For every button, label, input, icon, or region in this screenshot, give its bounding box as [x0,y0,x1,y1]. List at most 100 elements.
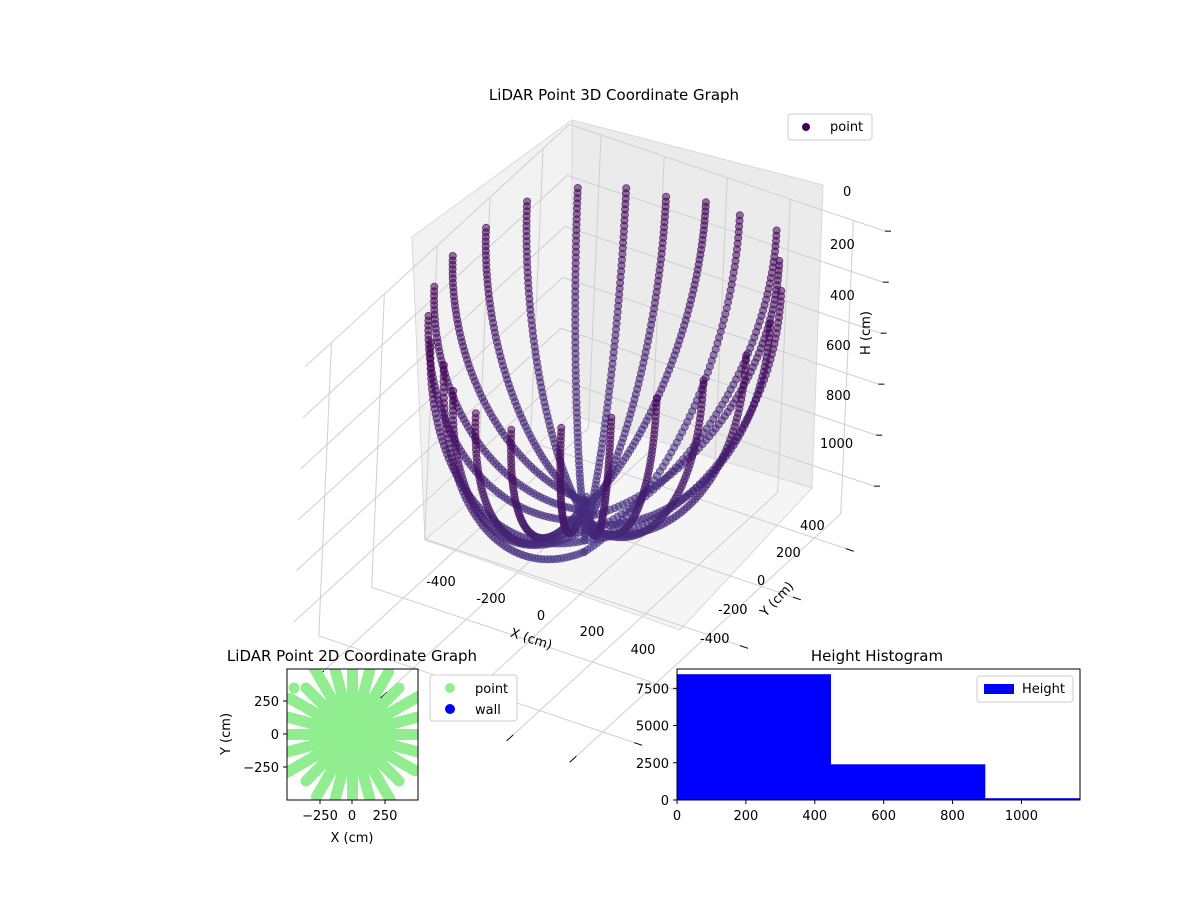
y-tick-label: 7500 [636,682,669,697]
x-tick-label: -200 [476,592,506,607]
x-axis-3d-label: X (cm) [508,626,554,654]
x-tick-label: 200 [733,809,758,824]
legend-hist-label: Height [1022,682,1065,697]
z-axis-3d-label: H (cm) [859,311,874,355]
legend-2d: point wall [429,674,518,722]
z-axis-3d: 0 200 400 600 800 1000 H (cm) [820,185,874,452]
point-3d [571,349,580,358]
legend-3d: point [787,113,873,141]
axis-tick [792,596,802,601]
x-tick-label: 0 [673,809,681,824]
point-2d [421,749,432,760]
point-2d [288,682,300,694]
axis-tick [506,734,514,742]
axis-tick [739,645,749,649]
point-3d [430,282,439,291]
point-2d [300,775,312,787]
point-2d [287,729,293,740]
histogram-bar [677,674,831,800]
point-3d [471,409,480,418]
x-tick-label: −250 [302,809,338,824]
legend-hist: Height [976,675,1074,703]
x-tick-label: 0 [537,609,545,624]
grid-line [777,199,791,493]
point-2d [273,709,284,720]
grid-line [529,148,544,442]
point-3d [573,204,582,213]
point-3d [507,425,516,434]
plot-frame-hist [676,668,1081,801]
point-3d [571,281,580,290]
axis-tick [380,691,388,699]
y-tick-label: 400 [800,519,825,534]
x-tick-label: 200 [580,625,605,640]
point-2d [310,791,322,800]
grid-line [569,123,886,232]
point-3d [607,413,616,422]
y-tick-label: 0 [661,794,669,809]
grid-line [840,220,854,514]
histogram-title: Height Histogram [811,647,943,665]
z-tick-label: 0 [843,185,851,200]
grid-line [564,225,881,334]
point-3d [482,223,491,232]
legend-hist-swatch [984,684,1014,694]
point-2d [409,765,418,777]
x-tick-label: 400 [802,809,827,824]
legend-2d-marker-wall [445,704,455,714]
x-tick-label: -400 [426,575,456,590]
axis-tick [634,742,643,746]
point-3d [426,338,435,347]
histogram-bars [677,674,1080,800]
y-tick-label: −250 [243,761,279,776]
legend-2d-label: wall [475,703,501,718]
point-3d [571,376,580,385]
grid-line [293,378,559,623]
y-tick-label: -200 [718,603,748,618]
x-tick-label: 400 [631,643,656,658]
z-tick-label: 600 [826,339,851,354]
point-2d [413,690,418,702]
grid-line [371,294,385,588]
point-3d [604,466,613,475]
axis-tick [845,548,854,552]
axis-tick [569,755,577,763]
x-tick-label: 800 [940,809,965,824]
legend-2d-marker-point [445,683,455,693]
point-3d [602,483,611,492]
point-2d [393,775,405,787]
scatter-2d-points [273,669,432,800]
point-2d [420,749,431,760]
y-tick-label: 250 [254,695,279,710]
legend-3d-marker [802,123,810,131]
point-2d [276,710,287,721]
x-tick-label: 1000 [1005,809,1038,824]
x-tick-label: 250 [373,809,398,824]
point-3d [439,361,448,370]
histogram-bar [985,798,1080,800]
point-3d [606,435,615,444]
point-2d [383,669,395,678]
chart-2d: LiDAR Point 2D Coordinate Graph −250 0 2… [219,647,518,846]
point-2d [418,748,429,759]
point-2d [347,669,358,675]
y-tick-label: 2500 [636,757,669,772]
z-tick-label: 800 [826,389,851,404]
point-2d [393,682,405,694]
point-3d [606,426,615,435]
x-tick-label: 600 [871,809,896,824]
point-3d [575,465,584,474]
point-2d [287,767,292,779]
z-tick-label: 200 [830,238,855,253]
grid-line [512,491,779,736]
grid-line [424,538,741,647]
histogram-tick-labels: 0 200 400 600 800 1000 0 2500 5000 7500 [636,682,1038,824]
legend-hist-box [976,675,1074,703]
point-2d [308,669,320,674]
y-tick-label: 200 [776,546,801,561]
y-tick-label: 0 [271,728,279,743]
point-3d [573,183,582,192]
point-3d [571,315,580,324]
chart-3d-title: LiDAR Point 3D Coordinate Graph [489,86,739,104]
point-3d [598,512,607,521]
